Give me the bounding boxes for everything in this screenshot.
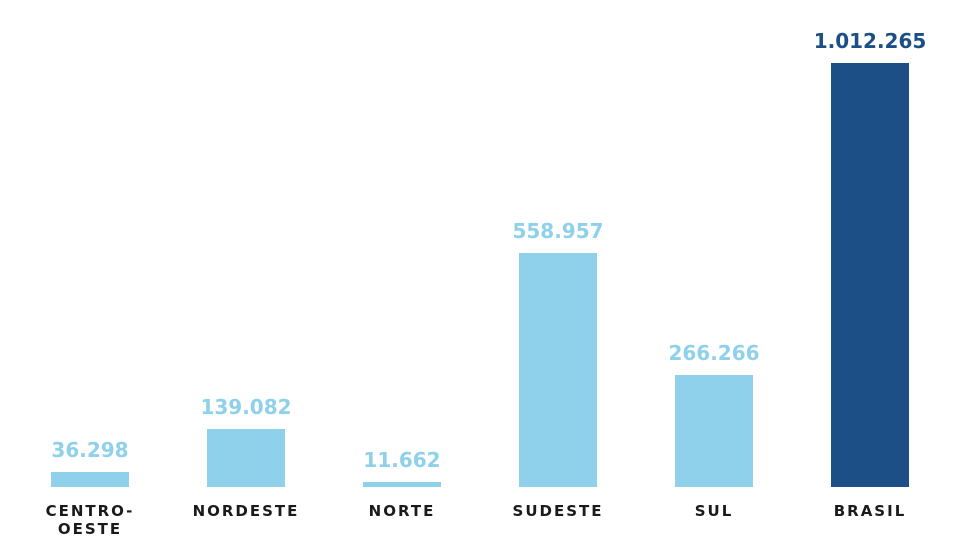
bar [363,482,441,487]
category-label: SUDESTE [512,502,604,520]
value-label: 11.662 [363,448,441,473]
bar [519,252,597,487]
value-label: 36.298 [51,437,129,462]
category-label: NORDESTE [192,502,300,520]
category-label: BRASIL [833,502,907,520]
value-label: 1.012.265 [813,29,927,53]
bar [675,375,753,487]
value-label: 266.266 [668,341,760,366]
category-label: NORTE [368,502,436,520]
category-label: CENTRO-OESTE [45,502,135,538]
bar [51,471,129,487]
value-label: 558.957 [512,218,604,243]
category-label: SUL [694,502,734,520]
bar [831,63,909,487]
value-label: 139.082 [200,394,292,419]
bar [207,428,285,487]
